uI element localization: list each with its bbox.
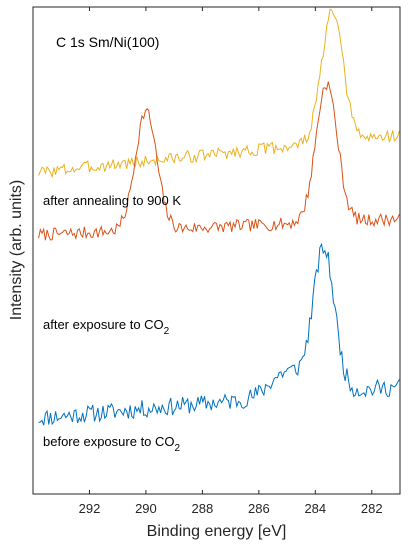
series-label-2: after exposure to CO2 [43,317,170,337]
x-tick-label-290: 290 [135,501,157,516]
x-tick-label-288: 288 [192,501,214,516]
series-line-1 [38,8,400,179]
series-line-2 [38,81,400,241]
x-tick-label-292: 292 [79,501,101,516]
plot-frame [32,6,401,495]
plot-background [33,7,400,494]
chart-annotation-title: C 1s Sm/Ni(100) [56,34,159,50]
x-tick-label-284: 284 [304,501,326,516]
series-layer [38,8,400,426]
x-axis-label: Binding energy [eV] [147,523,287,540]
series-line-3 [38,242,400,426]
x-axis-ticks: 292 290 288 286 284 282 [79,7,383,516]
series-label-1: after annealing to 900 K [43,193,181,208]
x-tick-label-282: 282 [361,501,383,516]
series-labels: after annealing to 900 K after exposure t… [43,193,181,454]
y-axis-label: Intensity (arb. units) [8,180,25,321]
x-tick-label-286: 286 [248,501,270,516]
series-label-3: before exposure to CO2 [43,434,181,454]
